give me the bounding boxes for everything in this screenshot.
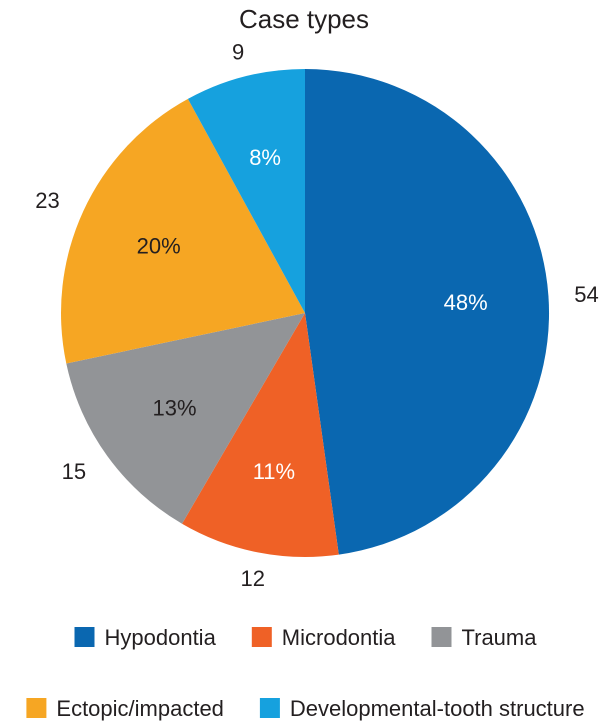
pie-slice-hypodontia [305, 69, 550, 555]
legend-swatch-trauma [431, 627, 452, 647]
legend-label-ectopic-impacted: Ectopic/impacted [56, 696, 224, 721]
legend-item-ectopic-impacted: Ectopic/impacted [26, 696, 224, 721]
legend: Hypodontia Microdontia Trauma Ectopic/impac… [26, 625, 585, 721]
pie-slice-trauma [66, 313, 305, 524]
percent-label-microdontia: 11% [253, 459, 295, 484]
percent-label-hypodontia: 48% [444, 290, 488, 315]
count-labels: 54 12 15 23 9 [35, 39, 599, 591]
legend-label-microdontia: Microdontia [282, 625, 396, 650]
pie-slice-microdontia [182, 313, 339, 558]
legend-item-developmental-tooth-structure: Developmental-tooth structure [259, 696, 585, 721]
percent-labels: 48% 11% 13% 20% 8% [137, 145, 488, 484]
legend-swatch-developmental-tooth-structure [259, 698, 280, 718]
legend-swatch-hypodontia [74, 627, 95, 647]
count-label-microdontia: 12 [241, 566, 265, 591]
legend-label-developmental-tooth-structure: Developmental-tooth structure [290, 696, 585, 721]
percent-label-trauma: 13% [152, 395, 196, 420]
count-label-hypodontia: 54 [574, 282, 598, 307]
legend-swatch-microdontia [251, 627, 272, 647]
pie-slice-ectopic-impacted [61, 98, 306, 364]
legend-label-trauma: Trauma [462, 625, 538, 650]
legend-item-microdontia: Microdontia [251, 625, 396, 650]
count-label-trauma: 15 [62, 459, 86, 484]
count-label-developmental-tooth-structure: 9 [232, 39, 244, 64]
count-label-ectopic-impacted: 23 [35, 188, 59, 213]
percent-label-ectopic-impacted: 20% [137, 234, 181, 259]
legend-item-hypodontia: Hypodontia [74, 625, 217, 650]
legend-label-hypodontia: Hypodontia [105, 625, 217, 650]
pie-slices [61, 69, 550, 558]
legend-item-trauma: Trauma [431, 625, 538, 650]
percent-label-developmental-tooth-structure: 8% [249, 145, 281, 170]
legend-swatch-ectopic-impacted [26, 698, 47, 718]
pie-slice-developmental-tooth-structure [187, 69, 305, 313]
chart-title: Case types [239, 4, 369, 34]
